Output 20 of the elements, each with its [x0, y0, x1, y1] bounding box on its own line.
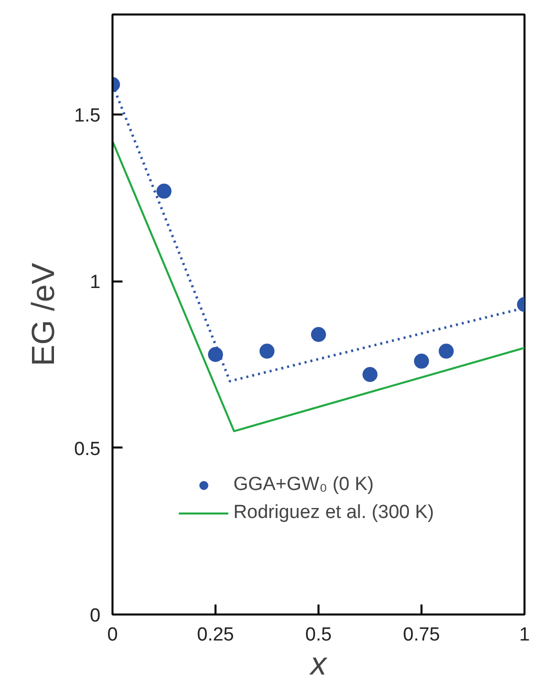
point — [156, 184, 172, 199]
point — [311, 327, 326, 342]
x-tick-label: 0.25 — [197, 624, 234, 646]
x-tick-label: 0.5 — [305, 624, 332, 646]
point — [208, 347, 223, 362]
y-tick-label: 1.5 — [74, 106, 101, 126]
y-tick-label: 0.5 — [74, 438, 101, 460]
x-axis-title: x — [308, 646, 328, 682]
y-tick-label: 1 — [90, 272, 101, 294]
y-axis-title: EG /eV — [25, 262, 62, 366]
point — [362, 367, 378, 382]
point — [260, 344, 274, 359]
legend-label: GGA+GW₀ (0 K) — [233, 474, 374, 496]
x-tick-label: 0.75 — [403, 624, 440, 646]
point — [438, 344, 454, 359]
x-tick-label: 0 — [107, 624, 118, 646]
y-tick-label: 0 — [90, 606, 101, 626]
point — [414, 354, 429, 369]
x-tick-label: 1 — [519, 624, 530, 646]
legend-label: Rodriguez et al. (300 K) — [233, 502, 434, 524]
